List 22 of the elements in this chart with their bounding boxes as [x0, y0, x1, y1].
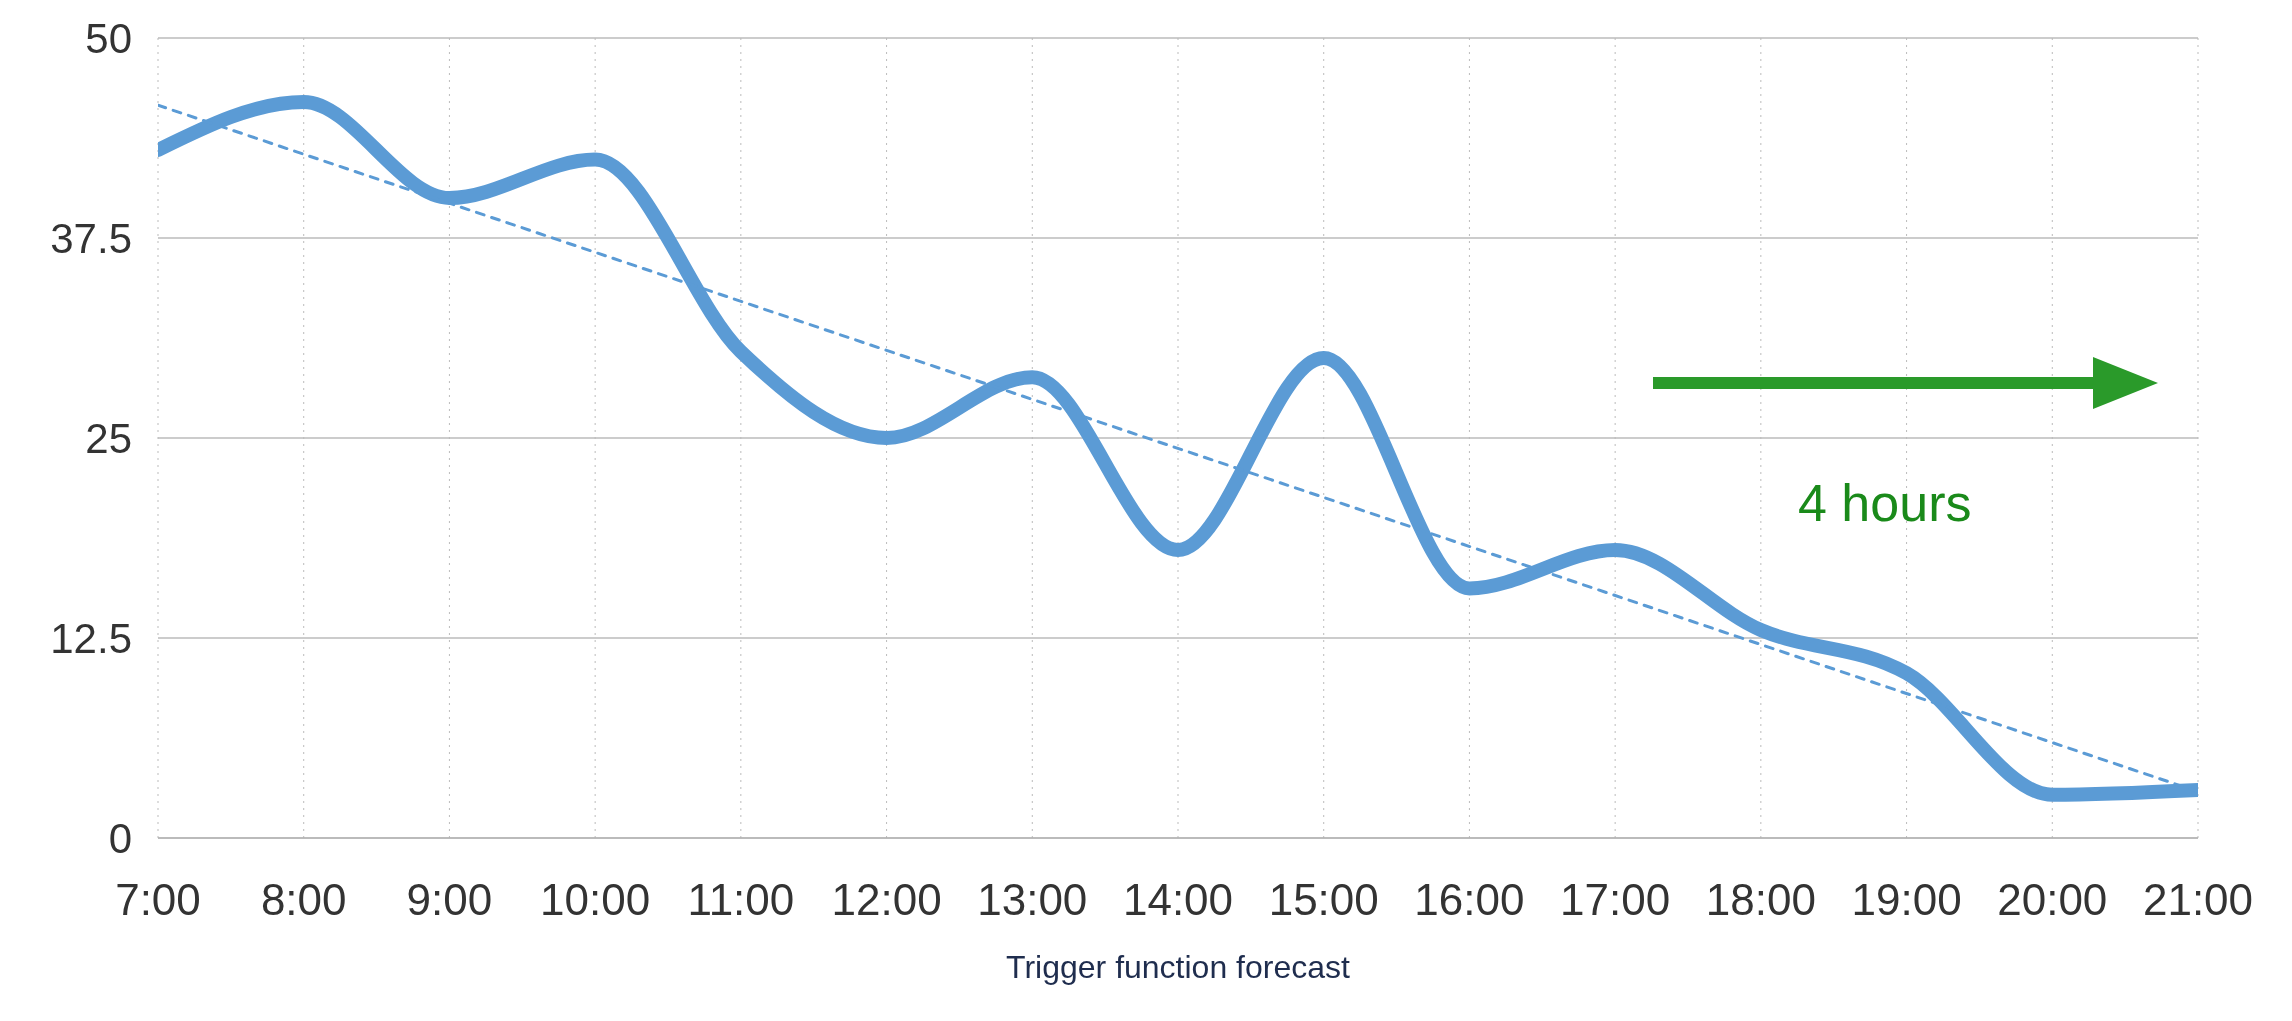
x-tick-label: 19:00 — [1851, 875, 1962, 925]
x-tick-label: 10:00 — [540, 875, 651, 925]
x-tick-label: 20:00 — [1997, 875, 2108, 925]
x-tick-label: 7:00 — [115, 875, 201, 925]
x-tick-label: 13:00 — [977, 875, 1088, 925]
x-tick-label: 8:00 — [260, 875, 347, 925]
x-axis-title: Trigger function forecast — [1006, 949, 1351, 985]
x-tick-label: 9:00 — [406, 875, 493, 925]
x-tick-label: 12:00 — [831, 875, 942, 925]
x-tick-label: 11:00 — [687, 875, 795, 925]
x-tick-label: 21:00 — [2142, 875, 2254, 925]
x-tick-label: 17:00 — [1560, 875, 1671, 925]
y-tick-label: 0 — [108, 814, 132, 862]
y-tick-label: 12.5 — [50, 614, 132, 662]
annotation: 4 hours — [1798, 473, 1972, 533]
x-tick-label: 14:00 — [1122, 875, 1234, 925]
y-tick-label: 50 — [85, 14, 132, 62]
x-tick-label: 15:00 — [1268, 875, 1379, 925]
y-tick-label: 37.5 — [50, 214, 132, 262]
x-tick-label: 18:00 — [1705, 875, 1816, 925]
x-tick-label: 16:00 — [1414, 875, 1525, 925]
y-tick-label: 25 — [85, 414, 132, 462]
